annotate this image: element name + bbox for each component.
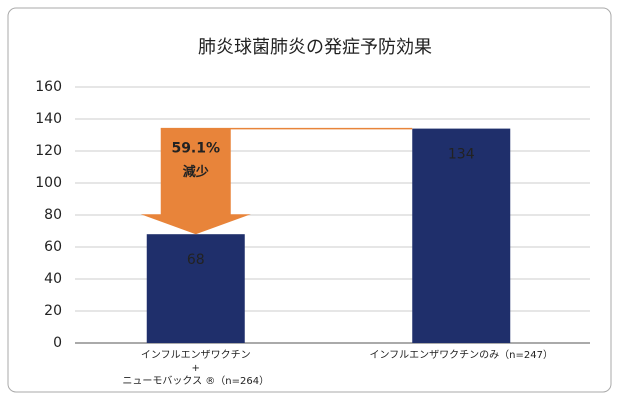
y-tick-label: 60 [44,239,62,255]
y-tick-label: 20 [44,303,62,319]
y-tick-label: 100 [35,175,62,191]
bar-value-label: 134 [448,147,475,163]
chart-title: 肺炎球菌肺炎の発症予防効果 [198,37,432,58]
y-tick-label: 40 [44,271,62,287]
y-tick-label: 80 [44,207,62,223]
bar [412,128,511,343]
frame [7,7,612,393]
x-tick-label: インフルエンザワクチンのみ（n=247） [369,350,553,361]
y-tick-label: 140 [35,111,62,127]
y-tick-label: 120 [35,143,62,159]
bar-value-label: 68 [187,252,205,268]
y-tick-label: 0 [53,335,62,351]
bar [146,234,245,343]
y-tick-label: 160 [35,79,62,95]
reduction-arrow [140,128,251,235]
annotation-label: 59.1% [171,141,220,157]
annotation-label: 減少 [183,164,209,180]
x-tick-label: インフルエンザワクチン + ニューモバックス ®（n=264） [122,350,270,387]
